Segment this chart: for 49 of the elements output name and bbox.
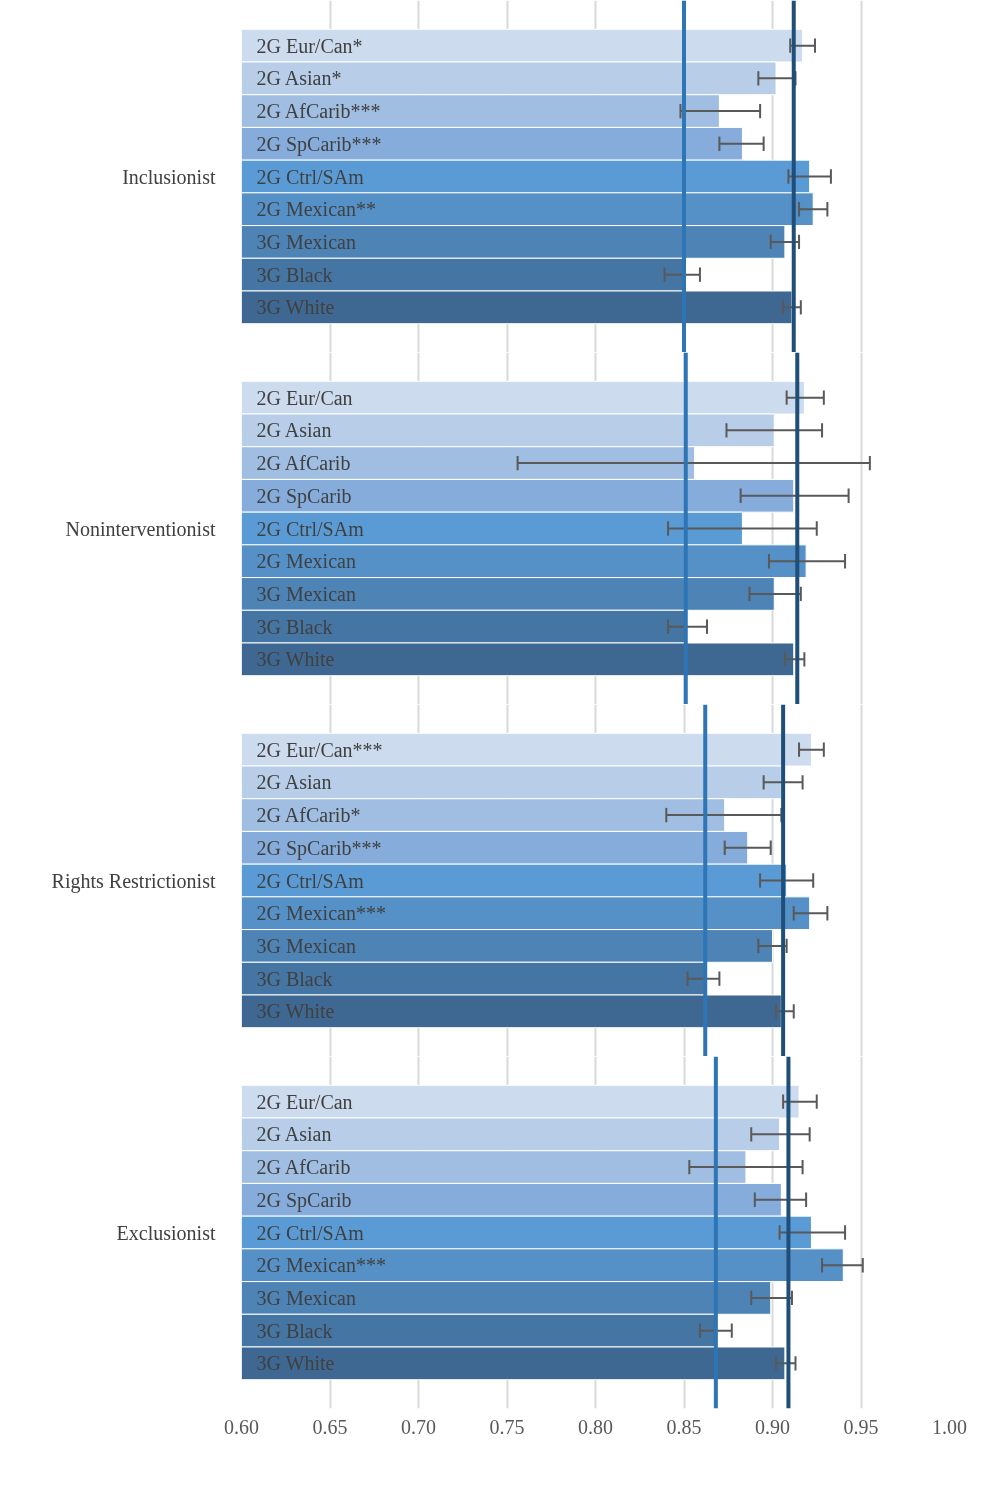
x-tick-label: 0.90	[755, 1415, 790, 1438]
y-tick-label: 2G Mexican***	[256, 902, 386, 925]
y-tick-label: 2G AfCarib*	[256, 804, 361, 827]
y-tick-label: 2G Asian	[256, 1123, 332, 1146]
y-tick-label: 2G Ctrl/SAm	[256, 517, 365, 540]
y-tick-label: 2G Eur/Can	[256, 1090, 353, 1113]
y-tick-label: 3G Black	[256, 967, 333, 990]
y-tick-label: 2G SpCarib***	[256, 836, 382, 860]
y-axis-title: Rights Restrictionist	[51, 869, 216, 893]
y-tick-label: 2G Mexican**	[256, 198, 376, 221]
y-tick-label: 3G White	[256, 296, 335, 319]
x-tick-label: 0.60	[224, 1415, 259, 1438]
y-axis-title: Noninterventionist	[65, 517, 216, 540]
y-axis-title: Inclusionist	[122, 165, 216, 188]
y-tick-label: 2G Eur/Can*	[256, 34, 363, 57]
y-tick-label: 2G AfCarib	[256, 452, 351, 475]
y-tick-label: 2G Ctrl/SAm	[256, 165, 365, 188]
y-tick-label: 2G Ctrl/SAm	[256, 1221, 365, 1244]
y-tick-label: 3G Black	[256, 263, 333, 286]
x-tick-label: 0.80	[578, 1415, 613, 1438]
x-tick-label: 1.00	[932, 1415, 967, 1438]
x-tick-label: 0.65	[312, 1415, 348, 1438]
y-tick-label: 2G AfCarib	[256, 1156, 351, 1179]
y-tick-label: 2G SpCarib	[256, 484, 352, 508]
x-tick-label: 0.85	[666, 1415, 702, 1438]
y-tick-label: 2G Ctrl/SAm	[256, 869, 365, 892]
y-tick-label: 3G Black	[256, 615, 333, 638]
y-tick-label: 2G SpCarib	[256, 1188, 352, 1212]
y-tick-label: 2G Mexican***	[256, 1254, 386, 1277]
y-tick-label: 2G Asian*	[256, 67, 342, 90]
y-tick-label: 2G Asian	[256, 771, 332, 794]
y-axis-title: Exclusionist	[116, 1221, 216, 1244]
y-tick-label: 3G White	[256, 1352, 335, 1375]
y-tick-label: 2G Mexican	[256, 550, 356, 573]
y-tick-label: 3G Mexican	[256, 582, 356, 605]
y-tick-label: 3G Mexican	[256, 230, 356, 253]
x-tick-label: 0.70	[401, 1415, 436, 1438]
x-tick-label: 0.95	[843, 1415, 879, 1438]
y-tick-label: 2G Asian	[256, 419, 332, 442]
y-tick-label: 2G Eur/Can	[256, 386, 353, 409]
x-tick-label: 0.75	[489, 1415, 525, 1438]
y-tick-label: 2G SpCarib***	[256, 132, 382, 156]
y-tick-label: 3G White	[256, 1000, 335, 1023]
y-tick-label: 3G Mexican	[256, 934, 356, 957]
y-tick-label: 3G White	[256, 648, 335, 671]
y-tick-label: 2G Eur/Can***	[256, 738, 383, 761]
y-tick-label: 2G AfCarib***	[256, 100, 381, 123]
y-tick-label: 3G Black	[256, 1319, 333, 1342]
y-tick-label: 3G Mexican	[256, 1286, 356, 1309]
